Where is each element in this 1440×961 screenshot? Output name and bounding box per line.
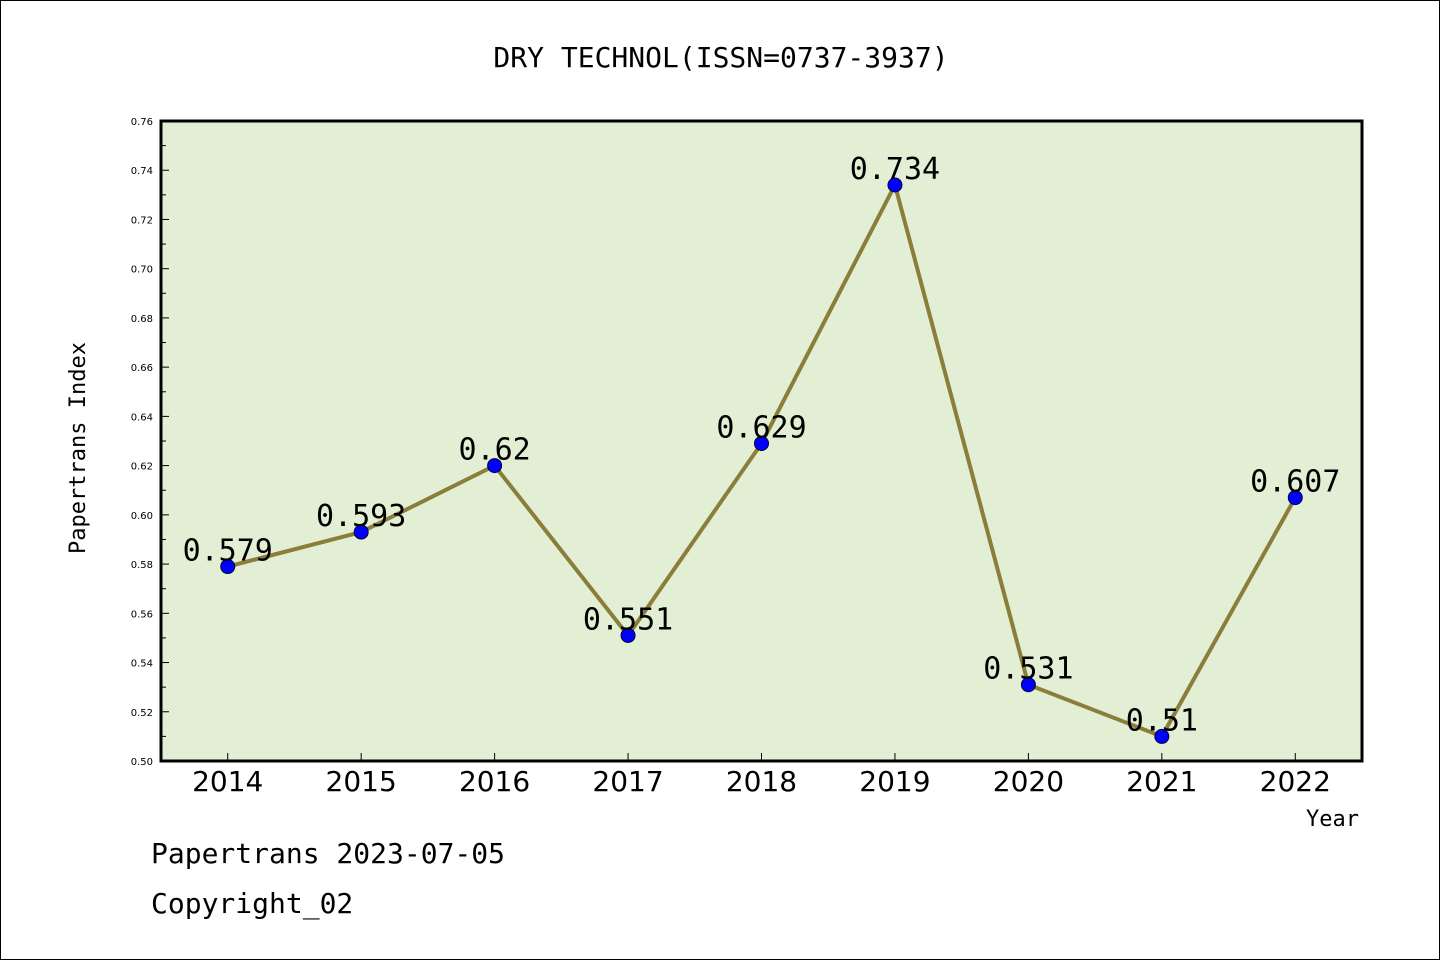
x-tick-label: 2015 (326, 765, 397, 798)
data-label: 0.51 (1126, 703, 1198, 738)
y-tick-label: 0.52 (131, 708, 153, 719)
chart-title: DRY TECHNOL(ISSN=0737-3937) (493, 41, 948, 74)
x-tick-label: 2021 (1126, 765, 1197, 798)
y-axis-label: Papertrans Index (66, 342, 91, 554)
data-point (487, 458, 503, 474)
data-label: 0.607 (1250, 465, 1340, 500)
y-tick-label: 0.56 (131, 609, 153, 620)
data-point (353, 524, 369, 540)
x-tick-label: 2014 (192, 765, 263, 798)
y-tick-label: 0.66 (131, 363, 153, 374)
data-label: 0.734 (850, 152, 940, 187)
data-label: 0.531 (983, 652, 1073, 687)
data-point (754, 435, 769, 451)
x-tick-label: 2017 (592, 765, 663, 798)
data-label: 0.62 (458, 433, 530, 468)
y-tick-label: 0.62 (131, 462, 153, 473)
data-label: 0.593 (316, 499, 406, 534)
data-point (1020, 677, 1036, 693)
y-tick-label: 0.54 (131, 659, 153, 670)
x-tick-label: 2016 (459, 765, 530, 798)
data-label: 0.551 (583, 602, 673, 637)
y-tick-label: 0.74 (131, 166, 153, 177)
x-tick-label: 2020 (993, 765, 1064, 798)
y-axis-ticks: 0.50 0.52 0.54 0.56 0.58 0.60 0.62 0.64 0.66 0.68… (131, 117, 169, 768)
x-axis-label: Year (1306, 807, 1359, 832)
y-tick-label: 0.58 (131, 560, 153, 571)
x-tick-label: 2018 (726, 765, 797, 798)
y-tick-label: 0.68 (131, 314, 153, 325)
data-point (1154, 728, 1170, 744)
footer-date: Papertrans 2023-07-05 (151, 837, 506, 870)
y-tick-label: 0.70 (131, 265, 153, 276)
y-tick-label: 0.72 (131, 215, 153, 226)
data-point (887, 177, 903, 193)
data-label: 0.579 (183, 534, 273, 569)
series-layer (220, 177, 1303, 744)
data-point (220, 559, 236, 575)
y-tick-label: 0.60 (131, 511, 153, 522)
data-point (620, 627, 636, 643)
y-tick-label: 0.50 (131, 757, 153, 768)
x-tick-label: 2022 (1260, 765, 1331, 798)
y-tick-label: 0.64 (131, 412, 153, 423)
x-tick-label: 2019 (859, 765, 930, 798)
data-labels: 0.579 0.593 0.62 0.551 0.629 0.734 0.531 0.51 0.… (183, 152, 1341, 738)
data-point (1287, 490, 1303, 506)
footer-copyright: Copyright_02 (151, 887, 354, 920)
x-axis-ticks: 2014 2015 2016 2017 2018 2019 2020 2021 2022 (192, 753, 1331, 798)
y-tick-label: 0.76 (131, 117, 153, 128)
data-label: 0.629 (716, 410, 806, 445)
